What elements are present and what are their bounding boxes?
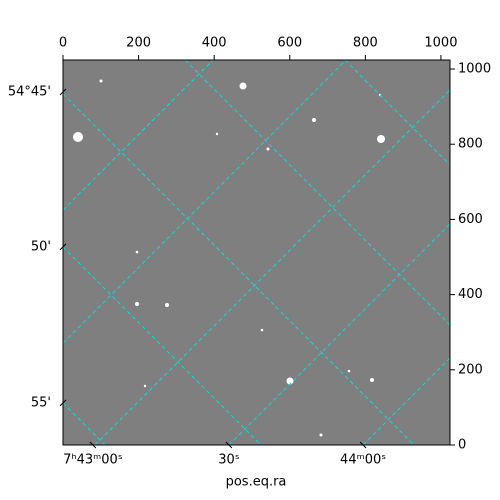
y-tick-label: 1000	[458, 62, 491, 77]
x-tick-label: 600	[277, 36, 302, 51]
x-tick-label: 400	[202, 36, 227, 51]
star	[239, 82, 247, 90]
star	[99, 79, 103, 83]
star	[143, 384, 147, 388]
star	[286, 377, 294, 385]
star	[165, 303, 169, 307]
ra-tick	[89, 441, 97, 449]
dec-tick-label: 55'	[31, 395, 51, 410]
x-tick-label: 800	[353, 36, 378, 51]
x-tick-label: 1000	[424, 36, 457, 51]
dec-tick	[59, 399, 67, 407]
dec-tick	[59, 243, 67, 251]
star	[215, 132, 219, 136]
star	[312, 118, 316, 122]
y-tick-label: 0	[458, 438, 466, 453]
grid-line	[63, 402, 106, 445]
star	[377, 135, 385, 143]
star	[319, 433, 323, 437]
star	[347, 369, 351, 373]
grid-line	[63, 60, 214, 211]
stars	[73, 79, 385, 437]
y-tick-label: 800	[458, 137, 483, 152]
star	[135, 250, 139, 254]
star	[266, 147, 270, 151]
star	[260, 328, 264, 332]
x-axis-label: pos.eq.ra	[226, 475, 287, 490]
ra-tick	[225, 441, 233, 449]
grid-line	[228, 223, 450, 445]
y-tick-label: 600	[458, 212, 483, 227]
axes-frame	[62, 59, 451, 446]
x-tick-label: 0	[59, 36, 67, 51]
ra-tick	[359, 441, 367, 449]
ra-tick-label: 44ᵐ00ˢ	[340, 453, 386, 468]
ra-tick-label: 30ˢ	[218, 453, 240, 468]
star	[73, 132, 83, 142]
star	[135, 302, 139, 306]
sky-image	[63, 60, 450, 445]
ra-tick-label: 7ʰ43ᵐ00ˢ	[63, 453, 123, 468]
x-tick-label: 200	[126, 36, 151, 51]
grid-line	[63, 93, 415, 445]
grid-line	[63, 60, 347, 344]
dec-tick-label: 50'	[31, 239, 51, 254]
star	[370, 378, 374, 382]
y-tick-label: 200	[458, 362, 483, 377]
dec-tick	[59, 88, 67, 96]
coordinate-grid	[63, 60, 450, 445]
y-tick-label: 400	[458, 287, 483, 302]
grid-line	[344, 60, 450, 166]
grid-line	[63, 246, 262, 445]
dec-tick-label: 54°45'	[8, 84, 51, 99]
